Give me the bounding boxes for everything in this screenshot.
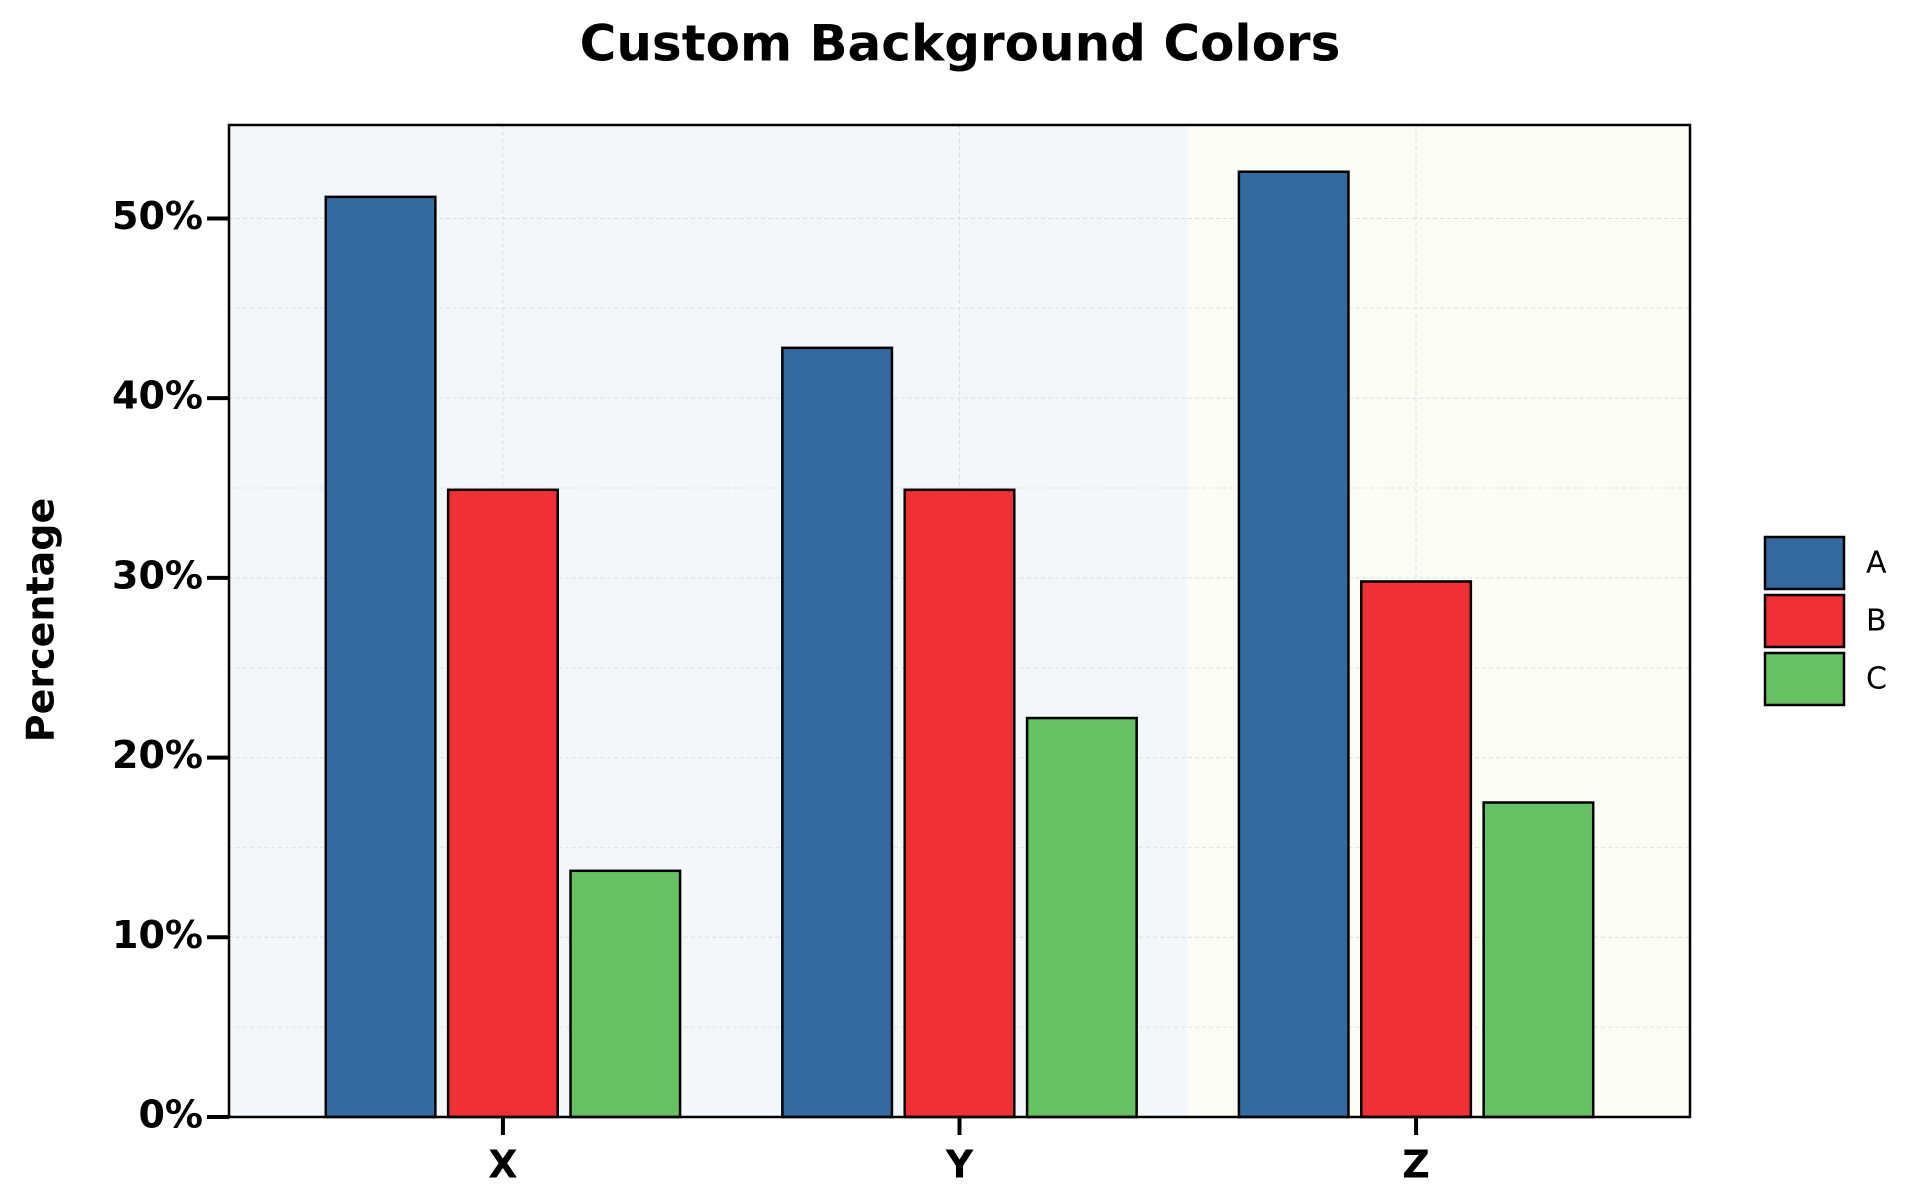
x-tick-label: Y bbox=[945, 1143, 974, 1187]
y-tick-label: 40% bbox=[112, 374, 203, 418]
bar bbox=[903, 488, 1016, 1119]
y-tick-label: 30% bbox=[112, 553, 203, 597]
bar bbox=[1482, 801, 1595, 1119]
chart-title: Custom Background Colors bbox=[580, 15, 1341, 73]
bar bbox=[446, 488, 559, 1119]
legend-swatch bbox=[1763, 593, 1846, 649]
y-axis-label: Percentage bbox=[19, 498, 63, 743]
bar bbox=[1025, 716, 1138, 1119]
y-tick-label: 20% bbox=[112, 733, 203, 777]
legend-label: B bbox=[1866, 604, 1887, 639]
legend-label: A bbox=[1866, 546, 1887, 581]
x-tick-label: X bbox=[488, 1143, 517, 1187]
y-tick-label: 10% bbox=[112, 913, 203, 957]
y-tick-label: 0% bbox=[138, 1093, 203, 1137]
y-tick-label: 50% bbox=[112, 194, 203, 238]
bar bbox=[1237, 170, 1350, 1119]
legend-label: C bbox=[1866, 662, 1887, 697]
bar bbox=[1360, 580, 1473, 1119]
legend-swatch bbox=[1763, 535, 1846, 591]
x-tick-label: Z bbox=[1402, 1143, 1430, 1187]
legend-swatch bbox=[1763, 651, 1846, 707]
bar bbox=[781, 346, 894, 1119]
bar bbox=[324, 195, 437, 1119]
bar bbox=[569, 869, 682, 1119]
